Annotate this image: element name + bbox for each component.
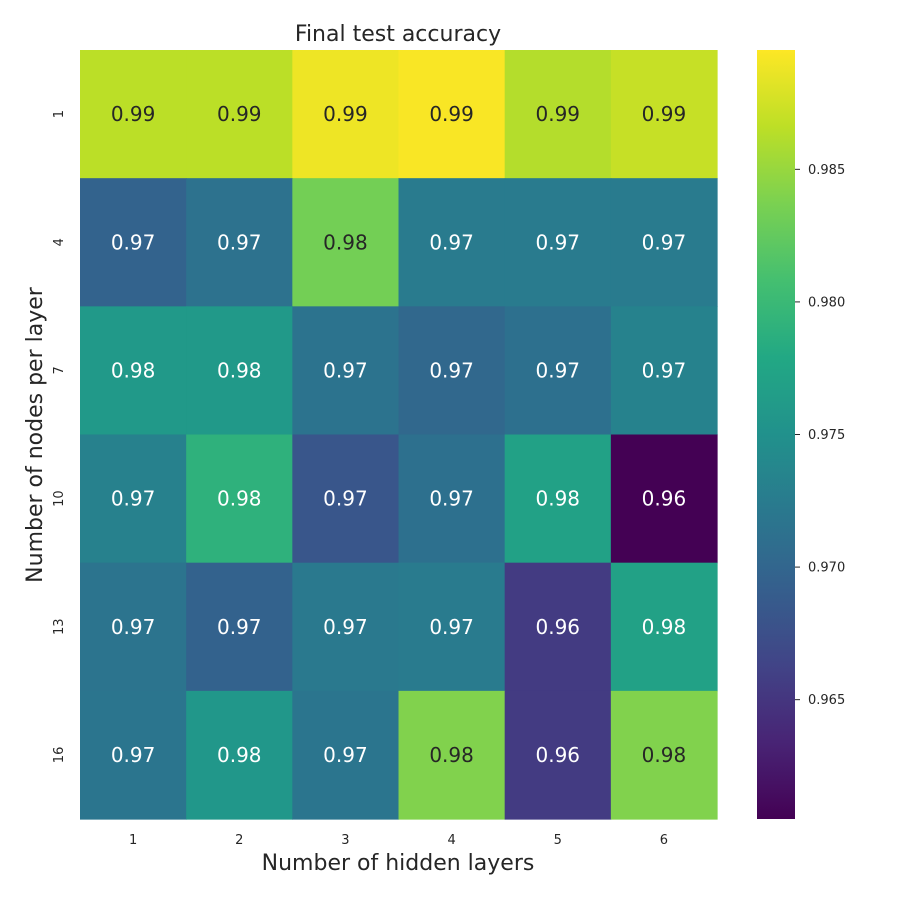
- y-tick-label: 13: [52, 618, 67, 635]
- heatmap-cell: [186, 690, 293, 820]
- heatmap-cell: [504, 562, 612, 692]
- heatmap-cell: [398, 434, 506, 564]
- colorbar-tick-label: 0.975: [808, 428, 845, 443]
- cell-annotation: 0.99: [217, 102, 262, 126]
- heatmap-cells: 0.99 0.99 0.99 0.99 0.99 0.99 0.97 0.97 0.98 0.97…: [80, 50, 718, 820]
- heatmap-cell: [398, 690, 506, 820]
- y-axis-ticks: 1 4 7 10 13 16: [52, 110, 67, 763]
- cell-annotation: 0.98: [535, 487, 580, 511]
- heatmap-cell: [292, 690, 400, 820]
- cell-annotation: 0.97: [323, 743, 368, 767]
- heatmap-cell: [186, 50, 293, 179]
- cell-annotation: 0.97: [111, 743, 156, 767]
- cell-annotation: 0.97: [429, 230, 474, 254]
- cell-annotation: 0.98: [429, 743, 474, 767]
- x-axis-label: Number of hidden layers: [262, 851, 535, 876]
- colorbar-tick-label: 0.970: [808, 561, 845, 576]
- cell-annotation: 0.97: [111, 615, 156, 639]
- cell-annotation: 0.97: [535, 358, 580, 382]
- cell-annotation: 0.98: [217, 358, 262, 382]
- colorbar-tick-label: 0.985: [808, 163, 845, 178]
- heatmap-cell: [504, 690, 612, 820]
- heatmap-cell: [80, 434, 187, 564]
- heatmap-cell: [610, 562, 718, 692]
- cell-annotation: 0.98: [642, 615, 687, 639]
- x-axis-ticks: 1 2 3 4 5 6: [129, 833, 668, 848]
- cell-annotation: 0.98: [111, 358, 156, 382]
- colorbar-tick-label: 0.980: [808, 295, 845, 310]
- y-tick-label: 7: [52, 366, 67, 374]
- cell-annotation: 0.97: [429, 615, 474, 639]
- heatmap-cell: [292, 434, 400, 564]
- colorbar-tick-label: 0.965: [808, 693, 845, 708]
- cell-annotation: 0.98: [323, 230, 368, 254]
- cell-annotation: 0.99: [642, 102, 687, 126]
- x-tick-label: 3: [341, 833, 349, 848]
- heatmap-cell: [80, 50, 187, 179]
- heatmap-cell: [610, 178, 718, 307]
- heatmap-cell: [504, 178, 612, 307]
- cell-annotation: 0.96: [535, 615, 580, 639]
- x-tick-label: 2: [235, 833, 243, 848]
- cell-annotation: 0.96: [642, 487, 687, 511]
- cell-annotation: 0.97: [429, 487, 474, 511]
- cell-annotation: 0.97: [323, 358, 368, 382]
- heatmap-cell: [504, 434, 612, 564]
- x-tick-label: 5: [554, 833, 562, 848]
- y-tick-label: 16: [52, 747, 67, 764]
- cell-annotation: 0.97: [217, 615, 262, 639]
- y-tick-label: 1: [52, 110, 67, 118]
- cell-annotation: 0.97: [111, 230, 156, 254]
- cell-annotation: 0.98: [217, 487, 262, 511]
- y-tick-label: 4: [52, 238, 67, 246]
- heatmap-cell: [186, 562, 293, 692]
- y-tick-label: 10: [52, 490, 67, 507]
- heatmap-cell: [292, 562, 400, 692]
- heatmap-cell: [80, 562, 187, 692]
- cell-annotation: 0.98: [642, 743, 687, 767]
- x-tick-label: 1: [129, 833, 137, 848]
- heatmap-cell: [610, 306, 718, 436]
- cell-annotation: 0.97: [323, 487, 368, 511]
- colorbar: [757, 50, 795, 819]
- heatmap-cell: [398, 562, 506, 692]
- heatmap-cell: [610, 690, 718, 820]
- cell-annotation: 0.97: [429, 358, 474, 382]
- cell-annotation: 0.98: [217, 743, 262, 767]
- heatmap-cell: [610, 434, 718, 564]
- colorbar-ticks: 0.965 0.970 0.975 0.980 0.985: [795, 163, 845, 708]
- cell-annotation: 0.97: [535, 230, 580, 254]
- cell-annotation: 0.97: [111, 487, 156, 511]
- cell-annotation: 0.99: [429, 102, 474, 126]
- x-tick-label: 6: [660, 833, 668, 848]
- y-axis-label: Number of nodes per layer: [23, 286, 48, 583]
- cell-annotation: 0.99: [111, 102, 156, 126]
- heatmap-cell: [186, 178, 293, 307]
- heatmap-cell: [398, 306, 506, 436]
- heatmap-cell: [186, 306, 293, 436]
- cell-annotation: 0.99: [535, 102, 580, 126]
- heatmap-cell: [186, 434, 293, 564]
- cell-annotation: 0.99: [323, 102, 368, 126]
- heatmap-cell: [398, 50, 506, 179]
- heatmap-cell: [292, 306, 400, 436]
- heatmap-cell: [292, 178, 400, 307]
- cell-annotation: 0.96: [535, 743, 580, 767]
- cell-annotation: 0.97: [642, 358, 687, 382]
- chart-title: Final test accuracy: [295, 22, 501, 47]
- cell-annotation: 0.97: [642, 230, 687, 254]
- heatmap-cell: [292, 50, 400, 179]
- x-tick-label: 4: [447, 833, 455, 848]
- cell-annotation: 0.97: [323, 615, 368, 639]
- heatmap-cell: [610, 50, 718, 179]
- heatmap-cell: [80, 690, 187, 820]
- heatmap-cell: [504, 306, 612, 436]
- heatmap-cell: [398, 178, 506, 307]
- heatmap-cell: [504, 50, 612, 179]
- cell-annotation: 0.97: [217, 230, 262, 254]
- heatmap-cell: [80, 178, 187, 307]
- heatmap-cell: [80, 306, 187, 436]
